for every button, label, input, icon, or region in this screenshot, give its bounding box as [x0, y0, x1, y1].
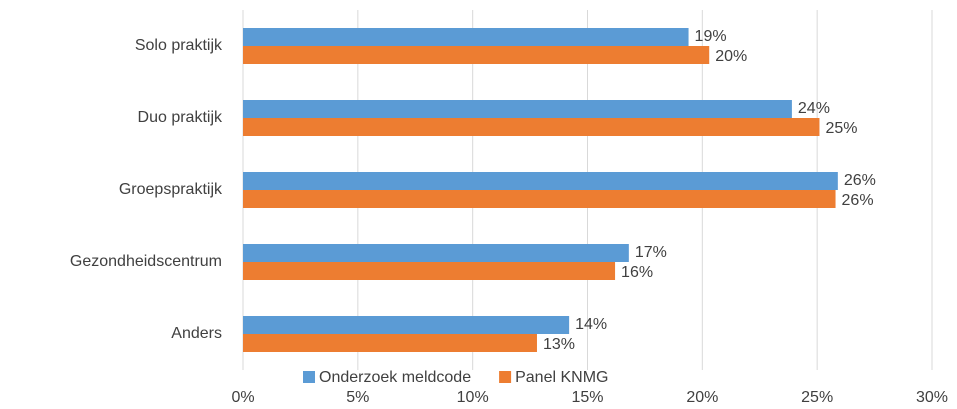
legend-label: Onderzoek meldcode	[319, 369, 471, 386]
legend-swatch	[499, 371, 512, 383]
value-label: 26%	[842, 192, 874, 209]
bar	[243, 334, 537, 352]
x-tick-label: 25%	[801, 389, 833, 406]
bar	[243, 190, 836, 208]
value-label: 26%	[844, 172, 876, 189]
y-tick-label: Groepspraktijk	[119, 181, 223, 198]
x-tick-label: 15%	[571, 389, 603, 406]
bar	[243, 118, 820, 136]
y-tick-label: Gezondheidscentrum	[70, 253, 222, 270]
value-label: 25%	[825, 120, 857, 137]
value-label: 13%	[543, 336, 575, 353]
bar	[243, 46, 710, 64]
bar	[243, 262, 616, 280]
value-label: 24%	[798, 100, 830, 117]
legend-label: Panel KNMG	[515, 369, 608, 386]
value-label: 17%	[635, 244, 667, 261]
y-tick-label: Solo praktijk	[135, 37, 223, 54]
bar	[243, 172, 838, 190]
y-tick-label: Anders	[171, 325, 222, 342]
x-tick-label: 5%	[346, 389, 369, 406]
value-label: 19%	[695, 28, 727, 45]
bar	[243, 316, 570, 334]
x-tick-label: 20%	[686, 389, 718, 406]
bar	[243, 100, 792, 118]
bar	[243, 28, 689, 46]
x-tick-label: 0%	[231, 389, 254, 406]
value-label: 16%	[621, 264, 653, 281]
value-label: 14%	[575, 316, 607, 333]
y-tick-label: Duo praktijk	[138, 109, 223, 126]
value-label: 20%	[715, 48, 747, 65]
legend-swatch	[303, 371, 315, 383]
x-tick-label: 30%	[916, 389, 948, 406]
x-tick-label: 10%	[457, 389, 489, 406]
bar	[243, 244, 629, 262]
